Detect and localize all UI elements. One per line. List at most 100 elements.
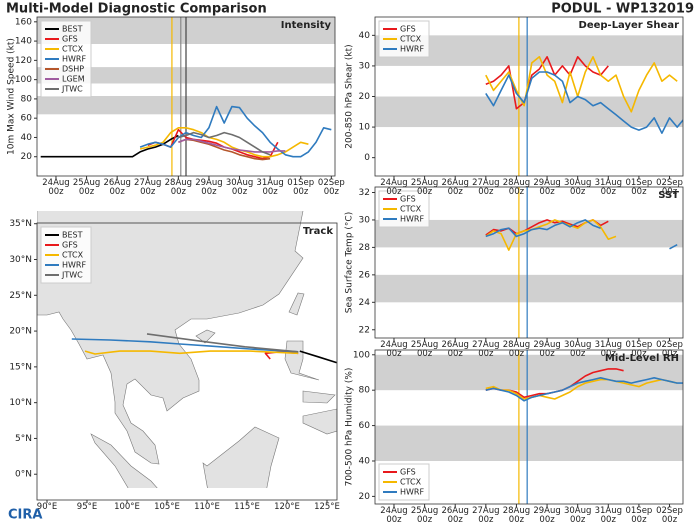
legend-label: BEST	[62, 231, 83, 240]
x-tick-label: 02Sep 00z	[656, 340, 683, 359]
x-tick-label: 26Aug 00z	[441, 178, 469, 197]
y-tick-label: 0	[364, 153, 370, 163]
plot-area	[375, 350, 683, 504]
series-line	[71, 338, 299, 353]
y-tick-label: 10°N	[9, 398, 32, 408]
y-tick-label: 120	[15, 56, 32, 66]
y-tick-label: 100	[15, 75, 32, 85]
x-tick-label: 26Aug 00z	[103, 178, 131, 197]
x-tick-label: 26Aug 00z	[441, 340, 469, 359]
logo: CIRA	[8, 508, 42, 523]
y-tick-label: 26	[359, 270, 371, 280]
x-tick-label: 24Aug 00z	[380, 506, 408, 525]
y-tick-label: 22	[359, 325, 370, 335]
series-line	[40, 134, 179, 158]
x-tick-label: 30Aug 00z	[225, 178, 254, 197]
y-tick-label: 40	[21, 133, 33, 143]
y-axis-label: 200-850 hPa Shear (kt)	[345, 44, 355, 148]
x-tick-label: 31Aug 00z	[594, 340, 622, 359]
legend-label: GFS	[400, 25, 416, 34]
legend-label: CTCX	[400, 35, 422, 44]
plot-frame	[36, 16, 336, 177]
panel-title: Mid-Level RH	[605, 353, 679, 364]
x-tick-label: 30Aug 00z	[563, 178, 592, 197]
legend-label: HWRF	[400, 215, 424, 224]
legend-label: DSHP	[62, 65, 84, 74]
legend-label: CTCX	[62, 251, 84, 260]
x-tick-label: 110°E	[194, 502, 220, 512]
legend-label: HWRF	[400, 45, 424, 54]
x-tick-label: 29Aug 00z	[533, 506, 561, 525]
x-tick-label: 01Sep 00z	[625, 340, 653, 359]
series-line	[84, 350, 299, 355]
x-tick-label: 25Aug 00z	[410, 340, 439, 359]
x-tick-label: 02Sep 00z	[317, 178, 345, 197]
y-tick-label: 140	[15, 37, 32, 47]
series-line	[178, 138, 271, 161]
legend-label: GFS	[400, 468, 416, 477]
series-line	[485, 377, 683, 402]
x-tick-label: 28Aug 00z	[502, 506, 531, 525]
x-tick-label: 24Aug 00z	[380, 340, 408, 359]
y-tick-label: 80	[359, 386, 371, 396]
x-tick-label: 31Aug 00z	[594, 506, 622, 525]
legend-label: HWRF	[62, 261, 86, 270]
series-line	[139, 105, 332, 158]
x-tick-label: 95°E	[76, 502, 98, 512]
x-tick-label: 105°E	[154, 502, 180, 512]
x-tick-label: 24Aug 00z	[380, 178, 408, 197]
series-line	[485, 378, 678, 400]
series-line	[485, 56, 678, 113]
x-tick-label: 28Aug 00z	[164, 178, 193, 197]
series-line	[178, 138, 286, 153]
y-tick-label: 5°N	[15, 434, 32, 444]
plot-frame	[374, 186, 684, 339]
series-line	[146, 333, 299, 353]
x-tick-label: 31Aug 00z	[594, 178, 622, 197]
plot-frame	[36, 222, 338, 501]
y-tick-label: 20	[359, 492, 371, 502]
y-axis-label: 700-500 hPa Humidity (%)	[345, 368, 355, 487]
y-tick-label: 80	[21, 94, 33, 104]
y-axis-label: 10m Max Wind Speed (kt)	[7, 38, 17, 155]
y-tick-label: 15°N	[9, 362, 32, 372]
y-tick-label: 30°N	[9, 255, 32, 265]
series-line	[485, 219, 617, 251]
x-tick-label: 25Aug 00z	[72, 178, 101, 197]
panel-title: Track	[303, 226, 333, 237]
x-tick-label: 27Aug 00z	[472, 178, 500, 197]
x-tick-label: 01Sep 00z	[625, 506, 653, 525]
band	[375, 274, 683, 303]
series-line	[485, 219, 678, 250]
x-tick-label: 02Sep 00z	[656, 506, 683, 525]
x-tick-label: 120°E	[274, 502, 300, 512]
y-tick-label: 60	[21, 114, 33, 124]
y-tick-label: 10	[359, 123, 371, 133]
page-title: Multi-Model Diagnostic Comparison	[6, 2, 267, 17]
y-tick-label: 20	[359, 92, 371, 102]
storm-id: PODUL - WP132019	[551, 2, 694, 17]
x-tick-label: 27Aug 00z	[472, 506, 500, 525]
x-tick-label: 26Aug 00z	[441, 506, 469, 525]
x-tick-label: 02Sep 00z	[656, 178, 683, 197]
legend-label: GFS	[62, 241, 78, 250]
x-tick-label: 115°E	[234, 502, 260, 512]
y-tick-label: 28	[359, 243, 371, 253]
x-tick-label: 90°E	[36, 502, 58, 512]
x-tick-label: 01Sep 00z	[287, 178, 315, 197]
legend-label: GFS	[62, 35, 78, 44]
legend-label: GFS	[400, 195, 416, 204]
x-tick-label: 28Aug 00z	[502, 340, 531, 359]
y-tick-label: 20°N	[9, 327, 32, 337]
x-tick-label: 100°E	[114, 502, 140, 512]
x-tick-label: 24Aug 00z	[42, 178, 70, 197]
x-tick-label: 25Aug 00z	[410, 506, 439, 525]
panel-title: Intensity	[281, 20, 332, 31]
y-tick-label: 35°N	[9, 219, 32, 229]
legend-label: JTWC	[61, 271, 83, 280]
y-tick-label: 100	[353, 350, 370, 360]
y-tick-label: 24	[359, 298, 371, 308]
x-tick-label: 125°E	[314, 502, 340, 512]
